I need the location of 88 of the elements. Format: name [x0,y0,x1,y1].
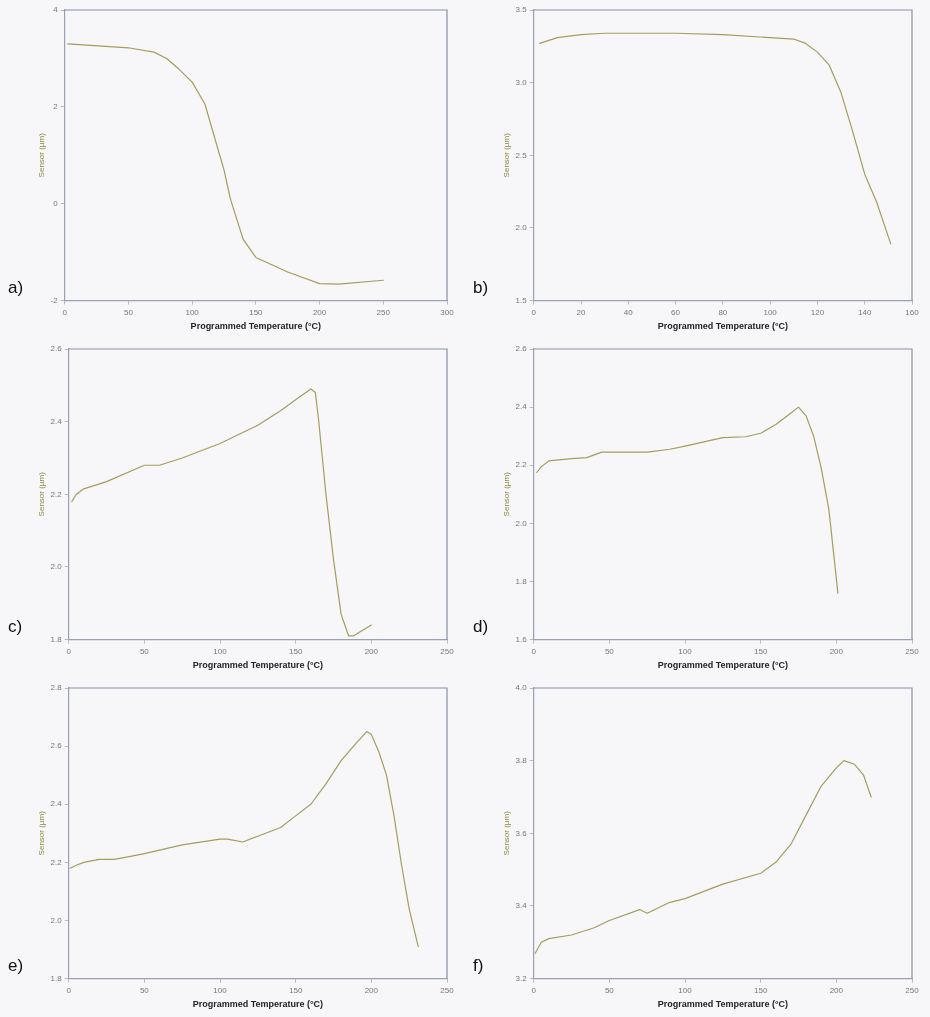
x-tick-label: 0 [531,985,537,995]
y-tick-label: 3.4 [515,901,528,911]
x-tick-label: 150 [289,985,303,995]
y-tick-label: 2.0 [50,562,63,572]
x-tick-label: 200 [829,985,844,995]
x-tick-label: 100 [678,646,693,656]
y-axis-title: Sensor (µm) [37,132,46,178]
y-tick-label: 2.0 [515,223,528,233]
x-tick-label: 200 [829,646,844,656]
y-tick-label: 3.2 [515,973,528,983]
x-tick-label: 150 [249,307,264,317]
y-tick-label: 2.4 [50,799,63,809]
y-tick-label: -2 [50,295,59,305]
text: f) [473,955,484,975]
x-tick-label: 140 [858,307,872,317]
y-tick-label: 2.6 [50,344,63,354]
x-tick-label: 40 [623,307,634,317]
y-tick-label: 2.4 [515,402,528,412]
y-tick-label: 3.8 [515,755,528,765]
x-tick-label: 50 [604,985,615,995]
x-tick-label: 120 [810,307,825,317]
x-tick-label: 200 [364,985,379,995]
text: b) [473,277,489,297]
y-tick-label: 2.2 [515,460,528,470]
y-tick-label: 2.2 [50,489,63,499]
x-tick-label: 60 [671,307,681,317]
y-axis-title: Sensor (µm) [37,810,46,856]
x-tick-label: 0 [531,646,537,656]
x-tick-label: 50 [139,985,150,995]
y-tick-label: 4.0 [515,683,528,693]
x-tick-label: 250 [905,646,920,656]
y-axis-title: Sensor (µm) [502,471,511,517]
x-axis-title: Programmed Temperature (°C) [190,321,322,332]
x-tick-label: 150 [754,646,768,656]
x-tick-label: 100 [185,307,200,317]
y-tick-label: 3.6 [515,828,528,838]
x-tick-label: 250 [376,307,391,317]
y-tick-label: 1.8 [515,576,528,586]
y-tick-label: 1.8 [50,634,63,644]
y-tick-label: 2.0 [50,915,63,925]
x-axis-title: Programmed Temperature (°C) [657,321,789,332]
x-tick-label: 160 [905,307,920,317]
y-tick-label: 2.6 [515,344,528,354]
y-tick-label: 2.0 [515,518,528,528]
x-tick-label: 80 [718,307,728,317]
y-tick-label: 2.8 [50,683,63,693]
y-tick-label: 2.5 [515,150,528,160]
x-tick-label: 250 [905,985,920,995]
y-tick-label: 3.5 [515,5,528,15]
text: c) [8,616,23,636]
x-tick-label: 0 [66,646,72,656]
y-tick-label: 2.4 [50,416,63,426]
x-tick-label: 150 [754,985,768,995]
x-tick-label: 100 [678,985,693,995]
x-tick-label: 300 [440,307,455,317]
x-tick-label: 50 [604,646,615,656]
x-axis-title: Programmed Temperature (°C) [192,999,324,1010]
y-axis-title: Sensor (µm) [502,132,511,178]
y-tick-label: 2.2 [50,857,63,867]
x-tick-label: 200 [364,646,379,656]
text: a) [8,277,24,297]
y-tick-label: 4 [53,5,59,15]
x-tick-label: 100 [213,985,228,995]
x-tick-label: 250 [440,985,455,995]
y-tick-label: 3.0 [515,77,528,87]
y-tick-label: 2.6 [50,741,63,751]
y-tick-label: 1.6 [515,634,528,644]
x-tick-label: 200 [312,307,327,317]
x-tick-label: 50 [123,307,134,317]
y-axis-title: Sensor (µm) [502,810,511,856]
text: d) [473,616,489,636]
x-tick-label: 0 [531,307,537,317]
y-tick-label: 2 [53,102,59,112]
x-tick-label: 100 [213,646,228,656]
x-tick-label: 250 [440,646,455,656]
y-tick-label: 1.8 [50,973,63,983]
text: e) [8,955,24,975]
y-tick-label: 1.5 [515,295,528,305]
x-tick-label: 150 [289,646,303,656]
x-tick-label: 100 [763,307,778,317]
x-axis-title: Programmed Temperature (°C) [657,660,789,671]
x-tick-label: 20 [576,307,586,317]
x-tick-label: 0 [66,985,72,995]
x-tick-label: 50 [139,646,150,656]
x-axis-title: Programmed Temperature (°C) [657,999,789,1010]
y-tick-label: 0 [53,198,59,208]
y-axis-title: Sensor (µm) [37,471,46,517]
x-axis-title: Programmed Temperature (°C) [192,660,324,671]
